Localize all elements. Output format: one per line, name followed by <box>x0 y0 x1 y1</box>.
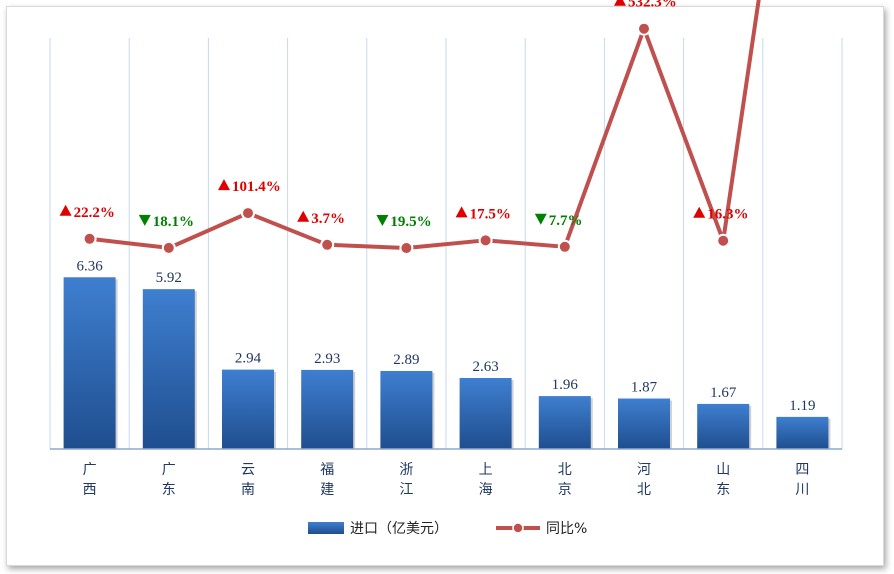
bar-value-label: 1.87 <box>631 380 658 396</box>
bar <box>618 398 670 449</box>
category-label: 河北 <box>637 462 651 498</box>
category-label: 广西 <box>83 462 97 498</box>
category-label: 上海 <box>479 462 493 498</box>
chart-frame <box>6 6 884 566</box>
up-triangle-icon <box>218 179 230 191</box>
up-triangle-icon <box>455 206 468 218</box>
yoy-label: 18.1% <box>153 214 194 230</box>
legend-label: 进口（亿美元） <box>350 521 448 537</box>
legend: 进口（亿美元） 同比% <box>308 521 587 537</box>
bar <box>380 370 433 449</box>
up-triangle-icon <box>297 210 310 222</box>
gridlines <box>49 38 843 449</box>
bar-value-label: 1.96 <box>552 377 579 393</box>
bar-value-label: 2.94 <box>235 351 262 367</box>
yoy-point <box>399 241 414 256</box>
bar <box>301 369 354 449</box>
legend-swatch-bar <box>308 522 344 534</box>
yoy-label: 22.2% <box>74 205 115 221</box>
yoy-label: 7.7% <box>549 213 583 229</box>
bar-value-label: 2.89 <box>393 352 419 368</box>
down-triangle-icon <box>138 214 151 226</box>
bar-value-label: 2.63 <box>472 359 498 375</box>
yoy-label: 17.5% <box>470 206 511 222</box>
bar <box>538 396 591 449</box>
category-label: 云南 <box>241 462 255 498</box>
bar <box>697 403 750 449</box>
bar-value-label: 1.67 <box>710 385 737 401</box>
category-label: 广东 <box>162 462 176 498</box>
yoy-point <box>161 240 176 255</box>
down-triangle-icon <box>534 213 547 225</box>
x-axis: 广西 广东 云南 福建 浙江 上海 北京 河北 山东 四川 <box>50 448 842 498</box>
yoy-point <box>637 21 651 36</box>
category-label: 福建 <box>320 462 334 498</box>
up-triangle-icon <box>59 204 72 216</box>
yoy-label: 101.4% <box>232 179 281 195</box>
bar-value-label: 6.36 <box>76 258 103 274</box>
category-label: 北京 <box>558 462 572 498</box>
yoy-point <box>82 231 97 246</box>
bar-series <box>63 277 831 449</box>
line-series <box>82 0 761 256</box>
bar <box>222 369 274 449</box>
bar <box>142 289 195 449</box>
yoy-point <box>716 233 731 248</box>
legend-swatch-point <box>512 522 524 534</box>
bar-value-label: 5.92 <box>156 270 182 286</box>
category-label: 浙江 <box>399 462 413 498</box>
bar-value-label: 1.19 <box>789 398 815 414</box>
category-label: 山东 <box>716 462 730 498</box>
up-triangle-icon <box>693 206 706 218</box>
yoy-point <box>557 239 572 254</box>
yoy-label: 19.5% <box>390 214 431 230</box>
yoy-point <box>241 206 255 221</box>
category-label: 四川 <box>795 462 809 498</box>
yoy-label: 532.3% <box>628 0 677 11</box>
legend-label: 同比% <box>546 521 587 537</box>
yoy-label: 3.7% <box>311 211 345 227</box>
bar <box>776 416 829 449</box>
up-triangle-icon <box>614 0 626 6</box>
yoy-labels: 22.2% 18.1% 101.4% 3.7% 19.5% 17.5% 7.7% 532.3%… <box>59 0 748 230</box>
yoy-label: 16.3% <box>707 207 748 223</box>
bar-value-labels: 6.36 5.92 2.94 2.93 2.89 2.63 1.96 1.87 1.67 1.19 <box>76 258 815 414</box>
yoy-point <box>478 233 493 248</box>
down-triangle-icon <box>376 215 389 227</box>
bar-value-label: 2.93 <box>314 351 340 367</box>
bar <box>63 277 116 449</box>
bar <box>459 377 512 449</box>
yoy-line <box>89 0 761 251</box>
yoy-point <box>320 237 335 252</box>
